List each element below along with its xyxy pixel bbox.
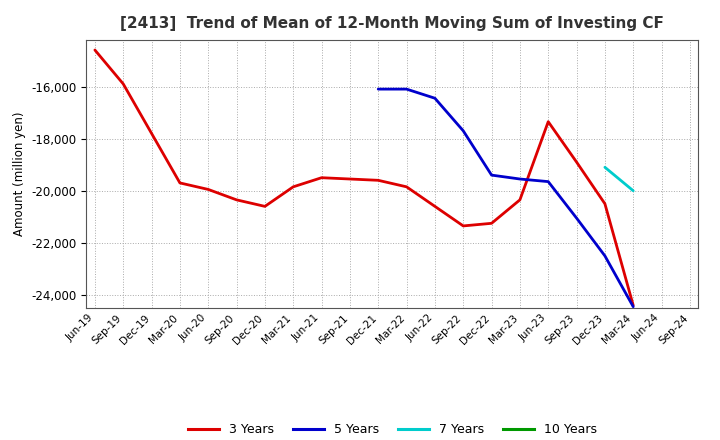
- Legend: 3 Years, 5 Years, 7 Years, 10 Years: 3 Years, 5 Years, 7 Years, 10 Years: [183, 418, 602, 440]
- Title: [2413]  Trend of Mean of 12-Month Moving Sum of Investing CF: [2413] Trend of Mean of 12-Month Moving …: [120, 16, 665, 32]
- Y-axis label: Amount (million yen): Amount (million yen): [13, 112, 26, 236]
